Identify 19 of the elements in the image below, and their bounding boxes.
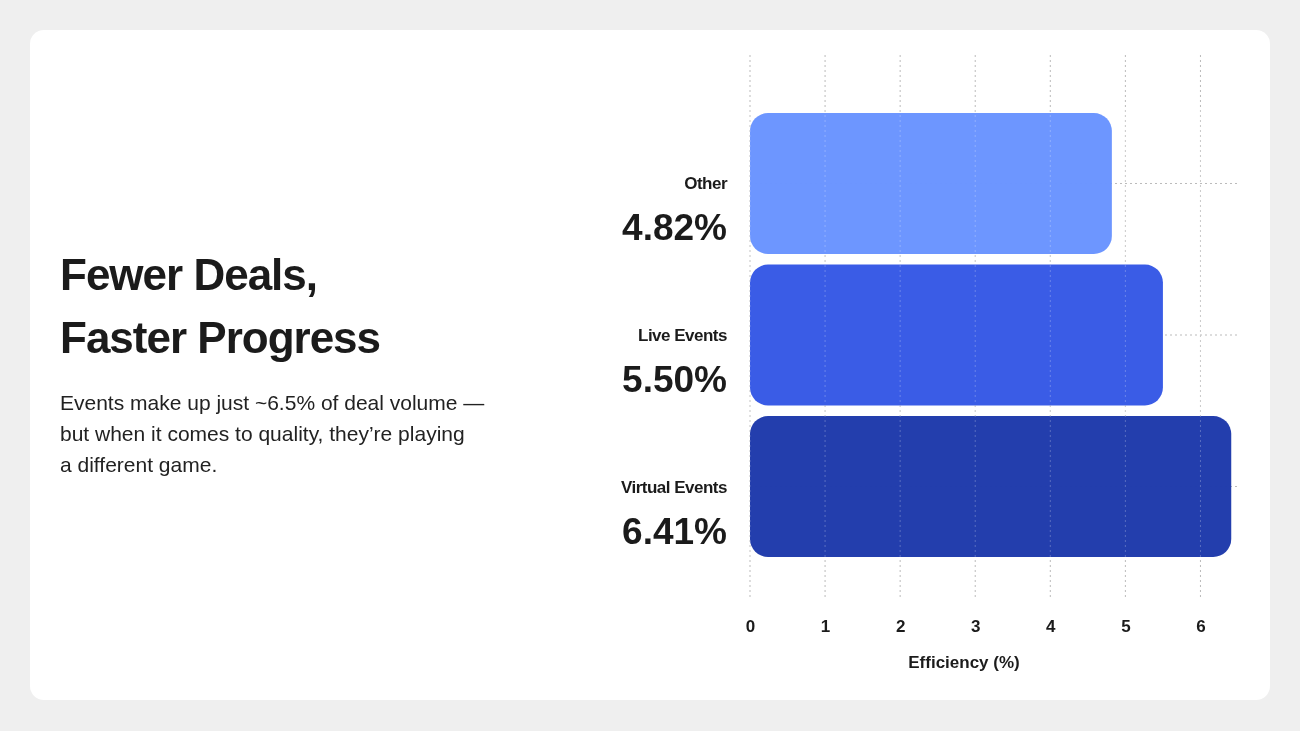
x-tick-label: 6 <box>1196 617 1206 637</box>
bar <box>750 416 1232 557</box>
data-label: 5.50% <box>622 359 727 400</box>
data-label: 6.41% <box>622 510 727 552</box>
y-tick-label: Virtual Events <box>620 477 728 497</box>
x-tick-label: 1 <box>820 617 831 637</box>
x-tick-label: 2 <box>895 617 906 637</box>
data-label: 4.82% <box>622 207 727 249</box>
x-tick-label: 0 <box>745 617 756 637</box>
x-tick-label: 3 <box>971 617 981 637</box>
text: Fewer Deals, Faster Progress <box>60 250 381 362</box>
y-tick-label: Live Events <box>638 326 728 345</box>
bar <box>750 264 1163 406</box>
x-tick-label: 4 <box>1046 617 1057 637</box>
bar <box>750 113 1112 254</box>
x-axis-title: Efficiency (%) <box>908 653 1020 672</box>
x-tick-label: 5 <box>1121 617 1131 637</box>
y-tick-label: Other <box>684 174 728 194</box>
text: Events make up just ~6.5% of deal volume — but when it comes to quality, they’re playing a different game. <box>60 391 485 476</box>
